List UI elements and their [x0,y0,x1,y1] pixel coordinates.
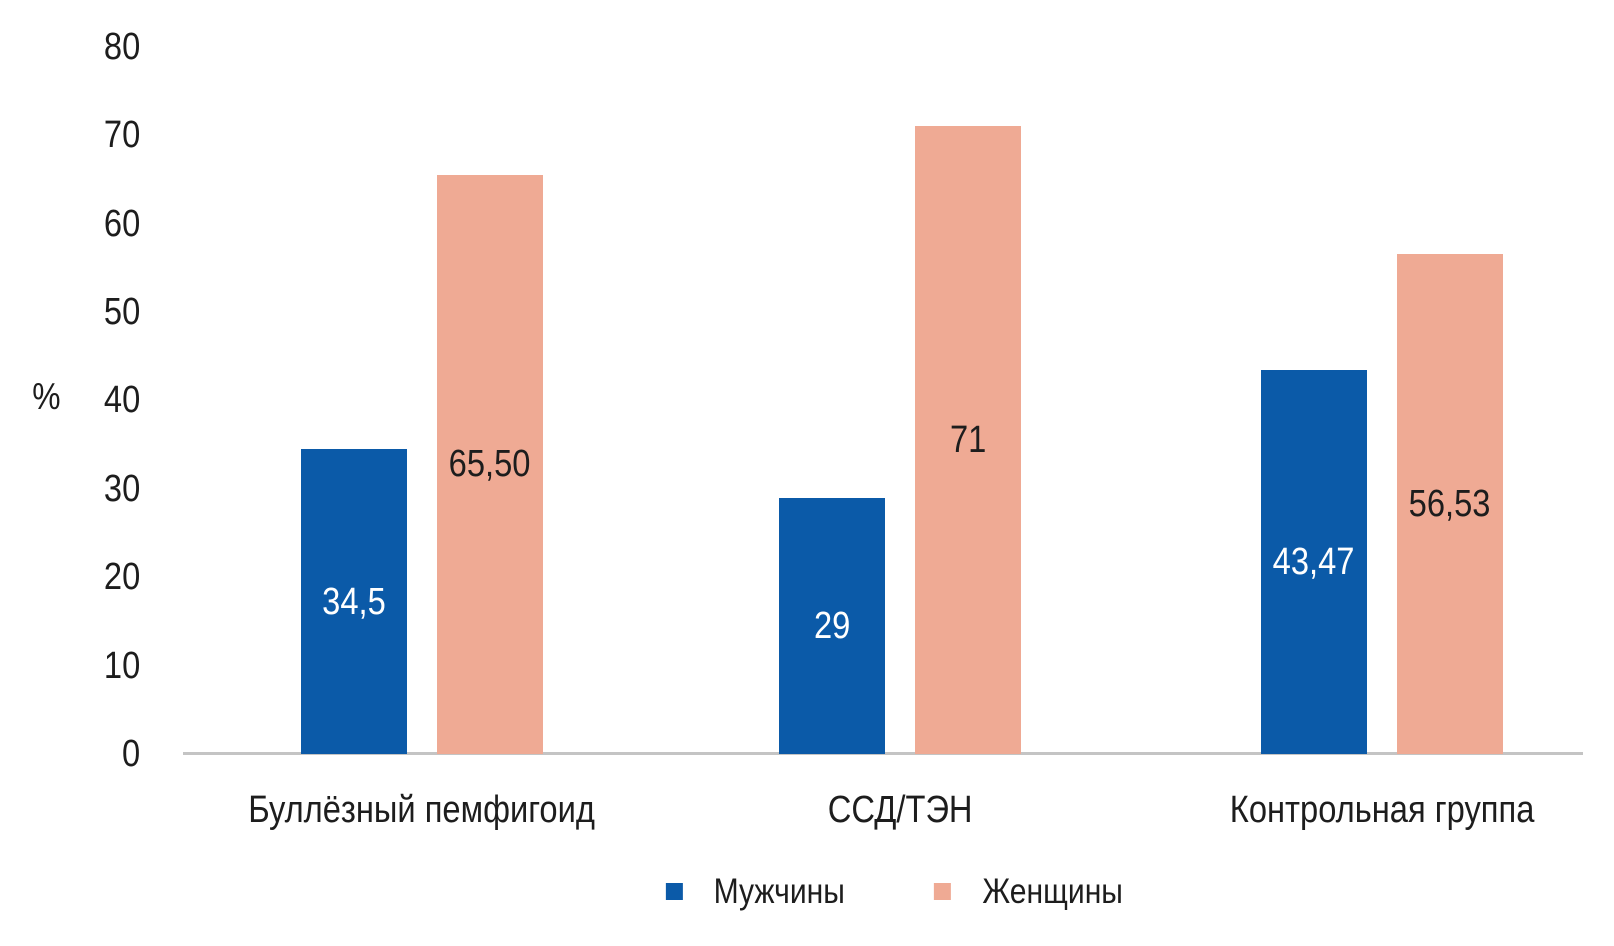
y-tick-label: 40 [20,378,140,422]
y-tick-text: 0 [121,733,140,775]
x-category-text: Буллёзный пемфигоид [248,789,596,831]
bar-s1-c2: 56,53 [1397,254,1503,754]
bar-value-label: 65,50 [449,443,531,486]
bar-s0-c0: 34,5 [301,449,407,754]
y-tick-label: 0 [20,732,140,776]
y-tick-label: 70 [20,113,140,157]
bar-value-label: 29 [813,604,851,647]
y-axis-title: % [8,375,84,419]
y-tick-label: 60 [20,202,140,246]
legend-item-s0: Мужчины [665,872,856,911]
bar-value-label: 43,47 [1273,540,1355,583]
legend-label: Мужчины [713,872,845,911]
x-category-label: Контрольная группа [1152,787,1612,833]
y-tick-label: 80 [20,25,140,69]
y-tick-text: 80 [103,25,140,68]
x-category-label: Буллёзный пемфигоид [192,787,652,833]
y-tick-text: 30 [103,467,140,510]
x-category-text: ССД/ТЭН [827,789,973,831]
y-tick-label: 20 [20,555,140,599]
legend-item-s1: Женщины [933,872,1135,911]
y-tick-text: 50 [103,291,140,333]
bar-s1-c1: 71 [915,126,1021,754]
bar-s0-c1: 29 [779,497,885,754]
legend-label: Женщины [982,872,1123,911]
y-tick-text: 60 [103,202,140,245]
y-tick-text: 40 [103,379,140,422]
legend-swatch-icon [665,883,683,900]
bar-value-label: 56,53 [1409,483,1491,526]
bar-value-label: 71 [949,419,987,462]
y-tick-label: 50 [20,290,140,334]
legend-swatch-icon [933,883,951,900]
bar-s1-c0: 65,50 [437,174,543,754]
x-category-label: ССД/ТЭН [670,787,1130,833]
y-tick-label: 10 [20,644,140,688]
y-tick-text: 20 [103,556,140,599]
y-tick-text: 10 [103,644,140,687]
bar-s0-c2: 43,47 [1261,369,1367,754]
y-axis-title-text: % [31,376,61,417]
y-tick-label: 30 [20,467,140,511]
bar-value-label: 34,5 [322,580,386,623]
legend: Мужчины Женщины [665,872,1135,911]
y-tick-text: 70 [103,114,140,157]
x-category-text: Контрольная группа [1229,789,1535,831]
